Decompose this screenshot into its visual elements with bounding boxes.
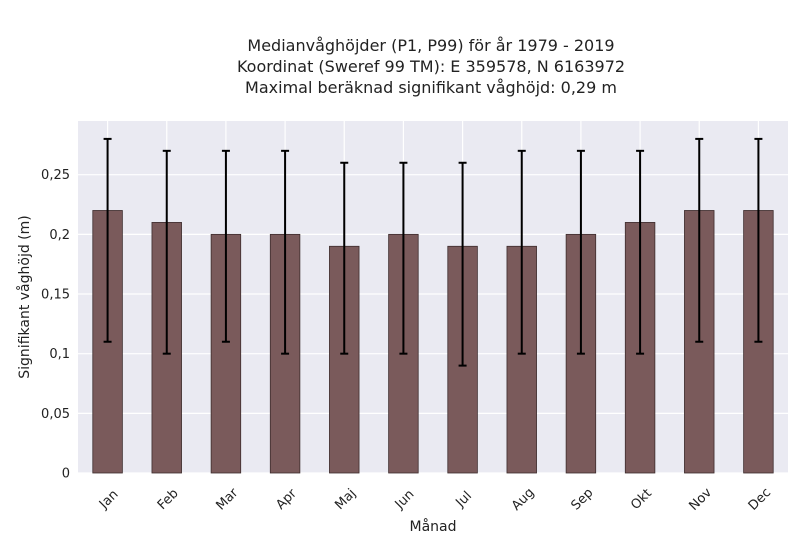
y-axis-ticks: 0 0,05 0,1 0,15 0,2 0,25 (41, 168, 70, 481)
y-tick-label: 0,1 (49, 347, 70, 362)
x-axis-label: Månad (410, 518, 457, 535)
x-tick-label: Nov (687, 485, 716, 514)
y-axis-label: Signifikant våghöjd (m) (16, 215, 33, 378)
y-tick-label: 0,25 (41, 168, 70, 183)
error-bars (103, 137, 763, 367)
x-tick-label: Feb (155, 486, 182, 513)
x-tick-label: Dec (746, 485, 774, 513)
y-tick-label: 0,2 (49, 228, 70, 243)
x-tick-label: Apr (273, 486, 300, 513)
title-line: Medianvåghöjder (P1, P99) för år 1979 - … (247, 36, 614, 55)
chart-title: Medianvåghöjder (P1, P99) för år 1979 - … (237, 36, 625, 97)
x-tick-label: Maj (332, 486, 359, 513)
x-tick-label: Mar (213, 485, 241, 513)
x-tick-label: Jan (96, 487, 121, 512)
x-tick-label: Okt (628, 486, 655, 513)
y-tick-label: 0 (62, 467, 70, 482)
y-tick-label: 0,05 (41, 407, 70, 422)
x-tick-label: Jun (392, 487, 418, 513)
y-tick-label: 0,15 (41, 288, 70, 303)
x-axis-ticks: Jan Feb Mar Apr Maj Jun Jul Aug Sep Okt Nov Dec (96, 485, 774, 514)
x-tick-label: Aug (509, 485, 538, 514)
x-tick-label: Jul (453, 489, 475, 511)
title-line: Maximal beräknad signifikant våghöjd: 0,… (245, 78, 617, 97)
x-tick-label: Sep (568, 486, 596, 514)
title-line: Koordinat (Sweref 99 TM): E 359578, N 61… (237, 57, 625, 76)
plot-area (78, 121, 788, 473)
